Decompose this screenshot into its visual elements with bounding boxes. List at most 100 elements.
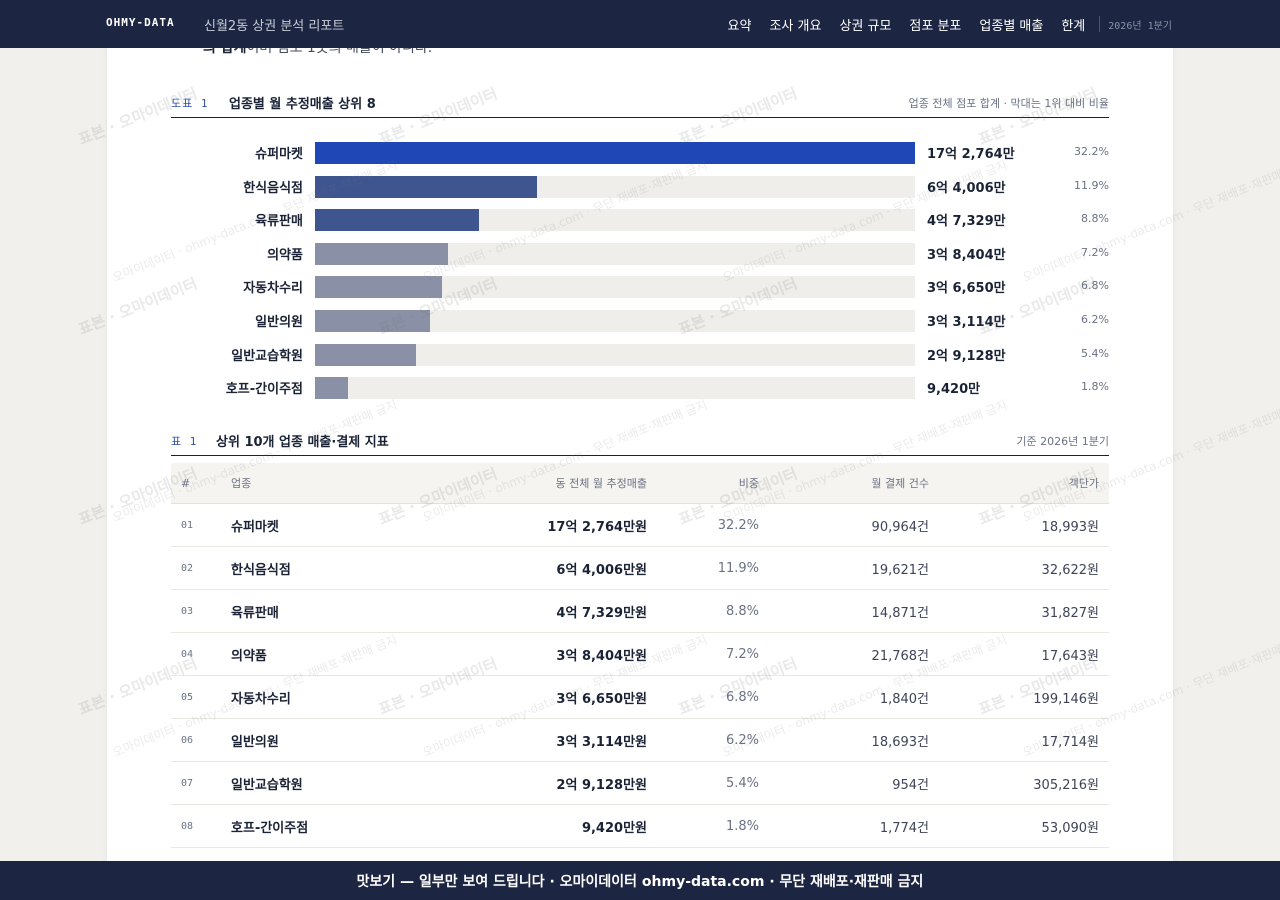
- table-header-row: # 업종 동 전체 월 추정매출 비중 월 결제 건수 객단가: [171, 463, 1109, 504]
- table-header: 표 1 상위 10개 업종 매출·결제 지표 기준 2026년 1분기: [171, 431, 1109, 456]
- row-avg-ticket: 305,216원: [939, 761, 1109, 805]
- row-industry: 슈퍼마켓: [221, 503, 441, 547]
- row-payment-count: 21,768건: [769, 632, 939, 676]
- bar-row: 호프-간이주점 9,420만 1.8%: [171, 371, 1109, 405]
- bar-share-label: 8.8%: [1081, 212, 1109, 226]
- nav-item-sales-by-industry[interactable]: 업종별 매출: [979, 18, 1044, 34]
- section-nav: 요약 조사 개요 상권 규모 점포 분포 업종별 매출 한계 2026년 1분기: [710, 0, 1172, 48]
- row-total-sales: 17억 2,764만원: [441, 503, 657, 547]
- table-body: 01 슈퍼마켓 17억 2,764만원 32.2% 90,964건 18,993원 02 한식…: [171, 503, 1109, 848]
- row-rank: 01: [171, 503, 221, 547]
- bar: [315, 377, 348, 400]
- table-row: 08 호프-간이주점 9,420만원 1.8% 1,774건 53,090원: [171, 804, 1109, 848]
- figure-title: 업종별 월 추정매출 상위 8: [229, 97, 376, 112]
- bar-row: 일반의원 3억 3,114만 6.2%: [171, 304, 1109, 338]
- row-avg-ticket: 199,146원: [939, 675, 1109, 719]
- bar-track: [315, 377, 915, 400]
- footer-text: 맛보기 — 일부만 보여 드립니다 · 오마이데이터 ohmy-data.com…: [356, 873, 924, 890]
- row-payment-count: 90,964건: [769, 503, 939, 547]
- row-rank: 05: [171, 675, 221, 719]
- row-avg-ticket: 53,090원: [939, 804, 1109, 848]
- bar-share-label: 11.9%: [1074, 178, 1109, 192]
- col-share: 비중: [657, 463, 769, 504]
- bar-track: [315, 242, 915, 265]
- col-industry: 업종: [221, 463, 441, 504]
- brand-logo[interactable]: OHMY-DATA: [106, 16, 175, 29]
- nav-item-market-size[interactable]: 상권 규모: [839, 18, 892, 34]
- bar: [315, 343, 417, 366]
- bar: [315, 142, 915, 164]
- row-industry: 일반의원: [221, 718, 441, 762]
- bar-category-label: 일반교습학원: [231, 348, 303, 364]
- row-share: 11.9%: [657, 546, 769, 590]
- row-payment-count: 14,871건: [769, 589, 939, 633]
- col-total-sales: 동 전체 월 추정매출: [441, 463, 657, 504]
- top-navigation-bar: OHMY-DATA 신월2동 상권 분석 리포트 요약 조사 개요 상권 규모 …: [0, 0, 1280, 48]
- col-avg-ticket: 객단가: [939, 463, 1109, 504]
- row-industry: 의약품: [221, 632, 441, 676]
- row-share: 7.2%: [657, 632, 769, 676]
- row-payment-count: 19,621건: [769, 546, 939, 590]
- bar-row: 일반교습학원 2억 9,128만 5.4%: [171, 338, 1109, 372]
- industry-metrics-table: # 업종 동 전체 월 추정매출 비중 월 결제 건수 객단가 01 슈퍼마켓 17…: [171, 463, 1109, 848]
- bar-value-label: 9,420만: [927, 382, 981, 398]
- row-share: 6.8%: [657, 675, 769, 719]
- bar-row: 의약품 3억 8,404만 7.2%: [171, 237, 1109, 271]
- bar-share-label: 32.2%: [1074, 145, 1109, 158]
- row-payment-count: 1,774건: [769, 804, 939, 848]
- row-payment-count: 1,840건: [769, 675, 939, 719]
- bar-value-label: 2억 9,128만: [927, 348, 1006, 364]
- row-rank: 07: [171, 761, 221, 805]
- report-title: 신월2동 상권 분석 리포트: [204, 19, 345, 34]
- bar: [315, 242, 449, 265]
- table-row: 06 일반의원 3억 3,114만원 6.2% 18,693건 17,714원: [171, 718, 1109, 762]
- table-row: 04 의약품 3억 8,404만원 7.2% 21,768건 17,643원: [171, 632, 1109, 676]
- row-share: 6.2%: [657, 718, 769, 762]
- bar-share-label: 6.2%: [1081, 313, 1109, 326]
- bar-category-label: 슈퍼마켓: [255, 147, 303, 162]
- bar-share-label: 5.4%: [1081, 346, 1109, 360]
- row-total-sales: 9,420만원: [441, 804, 657, 848]
- bar-category-label: 호프-간이주점: [225, 382, 303, 398]
- table-row: 07 일반교습학원 2억 9,128만원 5.4% 954건 305,216원: [171, 761, 1109, 805]
- nav-item-store-distribution[interactable]: 점포 분포: [909, 18, 962, 34]
- bar-value-label: 3억 6,650만: [927, 281, 1006, 297]
- nav-item-survey-overview[interactable]: 조사 개요: [769, 18, 822, 34]
- table-row: 02 한식음식점 6억 4,006만원 11.9% 19,621건 32,622원: [171, 546, 1109, 590]
- row-avg-ticket: 32,622원: [939, 546, 1109, 590]
- row-share: 32.2%: [657, 503, 769, 547]
- bar-row: 육류판매 4억 7,329만 8.8%: [171, 203, 1109, 237]
- bar-row: 한식음식점 6억 4,006만 11.9%: [171, 170, 1109, 204]
- nav-item-limitations[interactable]: 한계: [1061, 18, 1086, 34]
- bar-track: [315, 310, 915, 332]
- table-row: 03 육류판매 4억 7,329만원 8.8% 14,871건 31,827원: [171, 589, 1109, 633]
- col-rank: #: [171, 463, 221, 504]
- row-industry: 한식음식점: [221, 546, 441, 590]
- col-payment-count: 월 결제 건수: [769, 463, 939, 504]
- bar-track: [315, 175, 915, 198]
- bar-track: [315, 343, 915, 366]
- row-rank: 08: [171, 804, 221, 848]
- nav-divider: [1099, 16, 1101, 32]
- bar-share-label: 6.8%: [1081, 279, 1109, 293]
- row-avg-ticket: 17,714원: [939, 718, 1109, 762]
- figure-label: 도표 1: [171, 97, 209, 110]
- bar-value-label: 17억 2,764만: [927, 147, 1015, 162]
- bar: [315, 310, 430, 332]
- figure-note: 업종 전체 점포 합계 · 막대는 1위 대비 비율: [908, 97, 1109, 110]
- bar: [315, 209, 480, 232]
- row-industry: 자동차수리: [221, 675, 441, 719]
- nav-item-summary[interactable]: 요약: [727, 18, 752, 34]
- row-avg-ticket: 31,827원: [939, 589, 1109, 633]
- row-payment-count: 954건: [769, 761, 939, 805]
- bar-value-label: 3억 3,114만: [927, 315, 1006, 330]
- row-total-sales: 3억 3,114만원: [441, 718, 657, 762]
- table-label: 표 1: [171, 435, 198, 448]
- bar-value-label: 4억 7,329만: [927, 214, 1006, 230]
- bar-category-label: 한식음식점: [243, 180, 303, 196]
- bar-category-label: 육류판매: [255, 214, 303, 230]
- table-row: 01 슈퍼마켓 17억 2,764만원 32.2% 90,964건 18,993원: [171, 503, 1109, 547]
- row-industry: 일반교습학원: [221, 761, 441, 805]
- row-total-sales: 3억 6,650만원: [441, 675, 657, 719]
- bar-track: [315, 142, 915, 164]
